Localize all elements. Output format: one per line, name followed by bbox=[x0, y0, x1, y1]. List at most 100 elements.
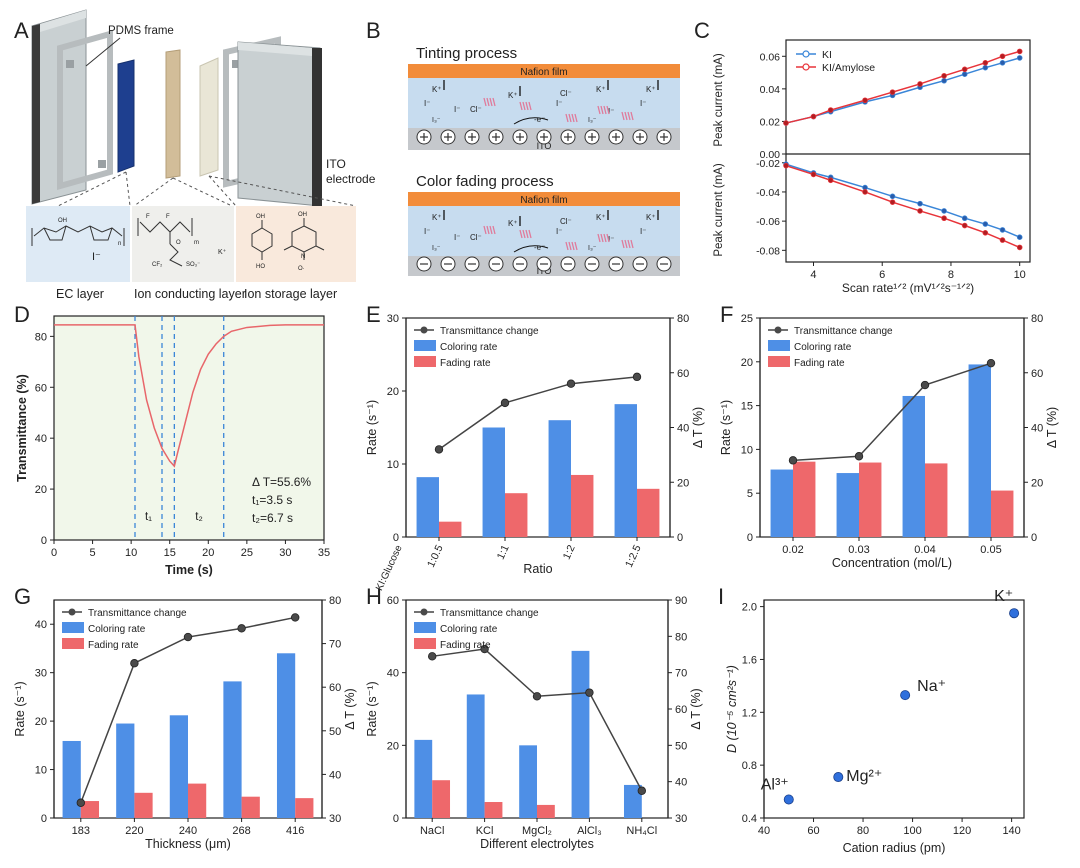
complex-mark bbox=[571, 113, 575, 123]
x-axis-title: Ratio bbox=[523, 562, 552, 576]
nafion-label-top: Nafion film bbox=[520, 67, 567, 78]
coloring-rate-bar bbox=[614, 404, 637, 537]
y2-tick-label: 40 bbox=[675, 777, 687, 789]
scatter-point bbox=[783, 794, 794, 805]
legend-swatch bbox=[414, 356, 436, 367]
transmittance-change-point bbox=[434, 445, 444, 454]
legend-marker bbox=[420, 608, 428, 616]
complex-mark bbox=[606, 105, 610, 115]
fading-rate-bar bbox=[537, 804, 555, 818]
y2-tick-label: 50 bbox=[675, 740, 687, 752]
coloring-rate-bar bbox=[169, 715, 188, 818]
coloring-rate-bar bbox=[414, 739, 433, 818]
point-label: K⁺ bbox=[994, 588, 1013, 605]
transmittance-change-line bbox=[792, 362, 992, 462]
data-point bbox=[941, 73, 947, 79]
x-tick-label: 416 bbox=[286, 825, 304, 837]
transmittance-change-point bbox=[500, 398, 510, 408]
fading-rate-bar bbox=[134, 792, 153, 818]
ion-cl: Cl⁻ bbox=[560, 89, 572, 98]
fading-rate-bar bbox=[637, 488, 660, 537]
x-tick-label: 6 bbox=[879, 269, 885, 281]
legend-label: Transmittance change bbox=[440, 326, 539, 337]
y2-tick-label: 80 bbox=[1031, 313, 1043, 325]
data-point bbox=[999, 237, 1006, 243]
point-label: Mg²⁺ bbox=[846, 768, 882, 785]
coloring-rate-bar bbox=[623, 784, 642, 818]
legend-swatch bbox=[414, 622, 436, 633]
fading-rate-bar bbox=[80, 801, 100, 818]
x-tick-label: 30 bbox=[279, 547, 291, 559]
ec-hydroxyl-label: OH bbox=[58, 218, 67, 224]
complex-mark bbox=[627, 111, 631, 121]
transmittance-line bbox=[54, 324, 324, 468]
y2-axis-title: Δ T (%) bbox=[1045, 407, 1059, 448]
y-tick-label: 1.2 bbox=[742, 707, 757, 719]
coloring-rate-bar bbox=[416, 477, 439, 537]
y-tick-label: 10 bbox=[35, 765, 47, 777]
y2-tick-label: 40 bbox=[677, 423, 689, 435]
legend-label: Fading rate bbox=[88, 640, 139, 651]
plot-frame bbox=[785, 39, 1031, 263]
x-tick-label: KCl bbox=[476, 825, 494, 837]
y-tick-label: 20 bbox=[741, 357, 753, 369]
ion-i3: I₃⁻ bbox=[432, 245, 441, 252]
complex-mark bbox=[603, 105, 607, 115]
y-tick-label: 0.8 bbox=[742, 760, 757, 772]
fading-rate-bar bbox=[925, 463, 948, 537]
y-axis-title: Rate (s⁻¹) bbox=[365, 681, 379, 736]
coloring-rate-bar bbox=[223, 681, 242, 818]
complex-mark bbox=[603, 233, 607, 243]
complex-mark bbox=[489, 97, 493, 107]
x-axis-title: Thickness (μm) bbox=[145, 837, 231, 851]
chart-e: 0 10 20 30 Rate (s⁻¹) 0 20 40 60 80 Δ T (%) 1:0.5 1:… bbox=[365, 313, 705, 593]
nafion-fluorine-label-2: F bbox=[166, 214, 170, 220]
ion-conducting-layer-label: Ion conducting layer bbox=[134, 287, 246, 301]
scatter-point bbox=[1009, 608, 1020, 619]
fading-rate-bar bbox=[295, 798, 314, 818]
legend-label: Transmittance change bbox=[440, 608, 539, 619]
x-tick-label: 20 bbox=[202, 547, 214, 559]
y-axis-title-bottom: Peak current (mA) bbox=[713, 163, 725, 256]
x-tick-label: 8 bbox=[948, 269, 954, 281]
data-point bbox=[827, 177, 834, 184]
y2-tick-label: 60 bbox=[329, 682, 341, 694]
y2-tick-label: 40 bbox=[1031, 423, 1043, 435]
x-tick-label: NH₄Cl bbox=[626, 825, 657, 837]
coloring-rate-bar bbox=[571, 650, 590, 818]
plot-frame bbox=[53, 315, 325, 541]
legend-swatch bbox=[414, 638, 436, 649]
y2-tick-label: 40 bbox=[329, 769, 341, 781]
legend-marker bbox=[420, 326, 428, 334]
t2-label: t₂ bbox=[195, 511, 203, 523]
y-axis-title: D (10⁻⁵ cm²s⁻¹) bbox=[725, 665, 739, 753]
x-axis-title: Scan rate¹ᐟ² (mV¹ᐟ²s⁻¹ᐟ²) bbox=[842, 281, 974, 295]
nafion-film-bottom bbox=[408, 192, 680, 206]
y2-axis-title: Δ T (%) bbox=[689, 688, 703, 729]
y-tick-label: 40 bbox=[387, 668, 399, 680]
data-point bbox=[999, 53, 1006, 60]
complex-mark bbox=[574, 241, 578, 251]
legend-swatch bbox=[62, 622, 84, 633]
ion-i: I⁻ bbox=[454, 105, 460, 114]
y-tick-label: 0 bbox=[393, 813, 399, 825]
panel-b: B Tinting process Nafion film ITO K⁺ K⁺ K⁺… bbox=[366, 18, 680, 276]
legend-label: Coloring rate bbox=[88, 624, 146, 635]
y-tick-label: 15 bbox=[741, 401, 753, 413]
ec-layer-box bbox=[26, 206, 130, 282]
y-tick-label: 0.4 bbox=[742, 813, 757, 825]
legend-marker bbox=[774, 326, 782, 334]
y-tick-label: 0 bbox=[41, 535, 47, 547]
complex-mark bbox=[571, 241, 575, 251]
nafion-k-label: K⁺ bbox=[218, 249, 227, 256]
x-tick-label: 0.02 bbox=[782, 544, 803, 556]
legend-label: Coloring rate bbox=[440, 342, 498, 353]
data-point bbox=[862, 97, 868, 104]
complex-mark bbox=[486, 97, 490, 107]
transmittance-change-point bbox=[854, 452, 864, 461]
fading-title: Color fading process bbox=[416, 173, 554, 190]
ion-k: K⁺ bbox=[596, 85, 606, 94]
y-tick-label: 40 bbox=[35, 619, 47, 631]
t2-note: t₂=6.7 s bbox=[252, 511, 293, 525]
complex-mark bbox=[630, 111, 634, 121]
